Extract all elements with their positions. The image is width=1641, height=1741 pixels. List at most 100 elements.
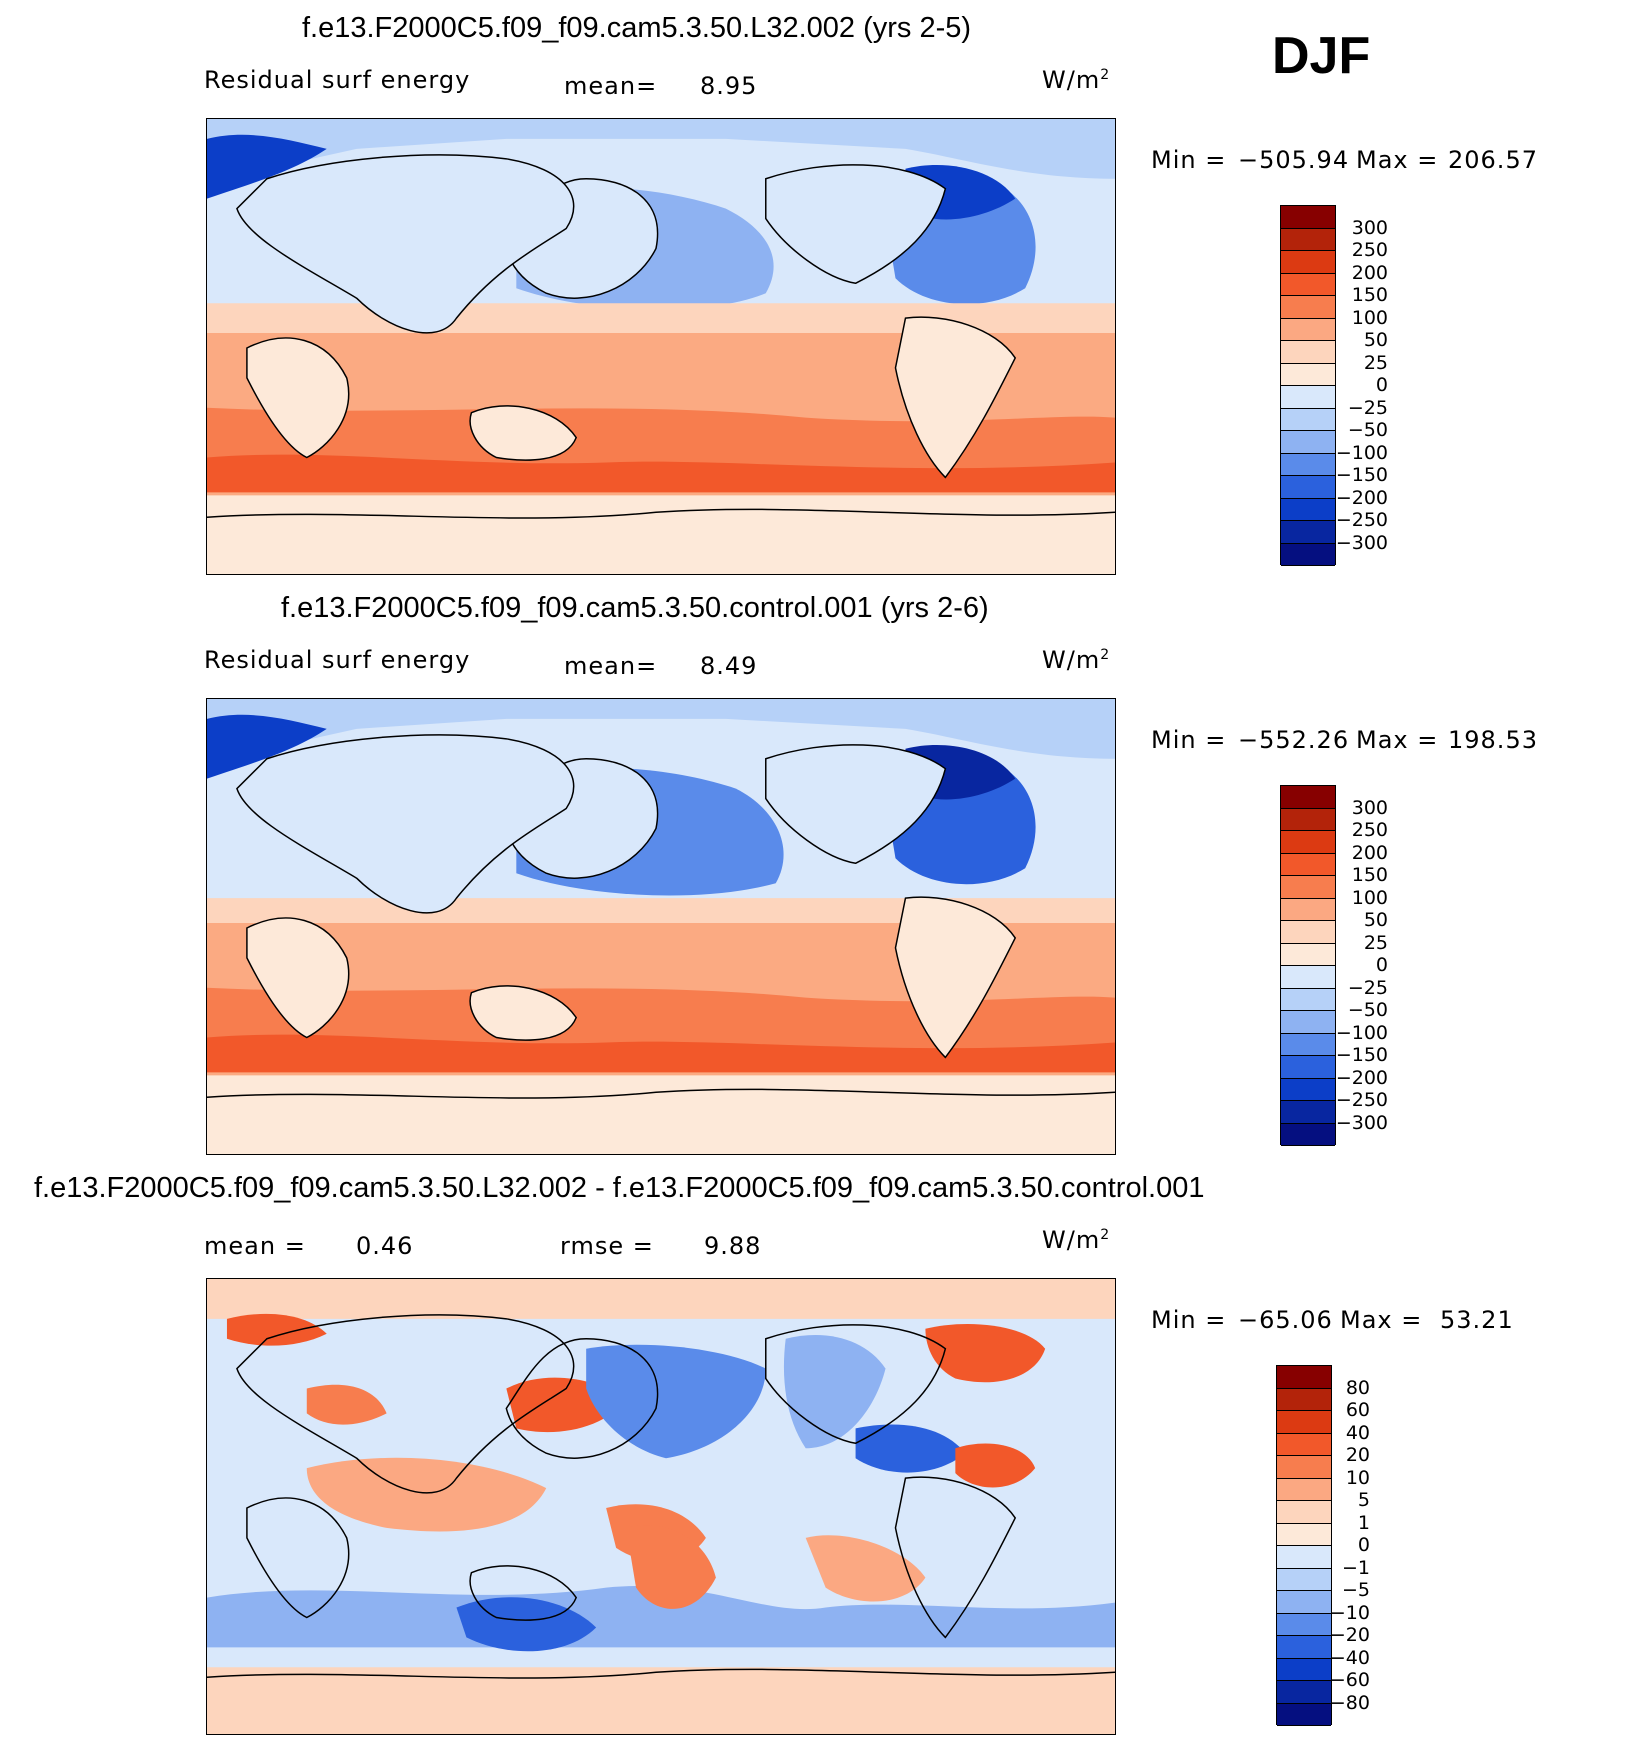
colorbar-segment (1281, 853, 1335, 876)
panel3-title: f.e13.F2000C5.f09_f09.cam5.3.50.L32.002 … (34, 1172, 1205, 1204)
colorbar-label: 1 (1357, 1511, 1370, 1534)
colorbar-segment (1277, 1591, 1331, 1614)
colorbar-label: −25 (1347, 976, 1388, 999)
colorbar-segment (1281, 1056, 1335, 1079)
panel1-max-label: Max = (1356, 146, 1439, 174)
colorbar-segment (1281, 363, 1335, 386)
panel2-units: W/m2 (1042, 646, 1111, 674)
panel3-units: W/m2 (1042, 1226, 1111, 1254)
colorbar-label: −150 (1335, 464, 1388, 486)
panel1-min-label: Min = (1151, 146, 1227, 174)
colorbar-label: 25 (1363, 351, 1388, 374)
colorbar-segment (1281, 1033, 1335, 1056)
colorbar-label: −60 (1329, 1669, 1370, 1691)
panel1-mean-value: 8.95 (700, 72, 758, 100)
colorbar-label: 0 (1357, 1534, 1370, 1556)
colorbar-segment (1281, 453, 1335, 476)
panel1-max-value: 206.57 (1448, 146, 1538, 174)
colorbar-label: 25 (1363, 931, 1388, 954)
panel1-mean-label: mean= (564, 72, 658, 100)
colorbar-segment (1277, 1388, 1331, 1411)
colorbar-label: 150 (1351, 864, 1388, 886)
colorbar-segment (1277, 1681, 1331, 1704)
panel2-min-label: Min = (1151, 726, 1227, 754)
colorbar-segment (1277, 1568, 1331, 1591)
panel3-max-value: 53.21 (1440, 1306, 1514, 1334)
colorbar-segment (1281, 318, 1335, 341)
panel2-map (206, 698, 1116, 1155)
colorbar-segment (1281, 1123, 1335, 1146)
colorbar-label: 50 (1363, 909, 1388, 931)
panel2-max-value: 198.53 (1448, 726, 1538, 754)
panel1-min-value: −505.94 (1238, 146, 1350, 174)
colorbar-segment (1281, 1101, 1335, 1124)
colorbar-segment (1277, 1433, 1331, 1456)
panel3-min-value: −65.06 (1238, 1306, 1333, 1334)
colorbar-segment (1281, 898, 1335, 921)
colorbar-label: −250 (1335, 1089, 1388, 1111)
colorbar-segment (1277, 1523, 1331, 1546)
colorbar-label: −40 (1329, 1646, 1370, 1669)
colorbar-segment (1281, 543, 1335, 566)
colorbar-label: 150 (1351, 284, 1388, 306)
panel2-mean-value: 8.49 (700, 652, 758, 680)
colorbar-segment (1277, 1411, 1331, 1434)
colorbar-label: −50 (1347, 419, 1388, 441)
panel3-map (206, 1278, 1116, 1735)
colorbar-segment (1281, 943, 1335, 966)
colorbar-label: 250 (1351, 819, 1388, 841)
panel3-rmse-label: rmse = (560, 1232, 654, 1260)
colorbar-segment (1281, 273, 1335, 296)
colorbar-label: 20 (1345, 1444, 1370, 1466)
colorbar-label: −250 (1335, 509, 1388, 531)
panel1-variable: Residual surf energy (204, 66, 471, 94)
colorbar-label: −10 (1329, 1601, 1370, 1624)
colorbar-label: 5 (1357, 1489, 1370, 1511)
colorbar-label: 0 (1375, 374, 1388, 396)
colorbar-label: 100 (1351, 306, 1388, 329)
colorbar-segment (1281, 1078, 1335, 1101)
colorbar-label: −80 (1329, 1691, 1370, 1714)
colorbar-label: −50 (1347, 999, 1388, 1021)
colorbar-label: −300 (1335, 531, 1388, 554)
colorbar-label: −1 (1341, 1556, 1370, 1579)
colorbar-label: −100 (1335, 1021, 1388, 1044)
colorbar-segment (1281, 921, 1335, 944)
colorbar-label: 250 (1351, 239, 1388, 261)
panel3-mean-label: mean = (204, 1232, 306, 1260)
colorbar-label: −300 (1335, 1111, 1388, 1134)
panel3-rmse-value: 9.88 (704, 1232, 762, 1260)
colorbar-segment (1281, 521, 1335, 544)
panel2-max-label: Max = (1356, 726, 1439, 754)
colorbar-segment (1277, 1366, 1331, 1389)
colorbar-label: −25 (1347, 396, 1388, 419)
colorbar-label: 60 (1345, 1399, 1370, 1421)
colorbar-segment (1281, 296, 1335, 319)
colorbar-label: −150 (1335, 1044, 1388, 1066)
colorbar-label: −200 (1335, 1066, 1388, 1089)
colorbar-segment (1281, 228, 1335, 251)
colorbar-label: 100 (1351, 886, 1388, 909)
season-label: DJF (1272, 27, 1371, 85)
panel2-variable: Residual surf energy (204, 646, 471, 674)
panel3-max-label: Max = (1340, 1306, 1423, 1334)
colorbar-segment (1281, 1011, 1335, 1034)
panel1-units: W/m2 (1042, 66, 1111, 94)
panel2-min-value: −552.26 (1238, 726, 1350, 754)
panel1-title: f.e13.F2000C5.f09_f09.cam5.3.50.L32.002 … (302, 12, 972, 44)
panel2-title: f.e13.F2000C5.f09_f09.cam5.3.50.control.… (281, 592, 989, 624)
colorbar-segment (1277, 1703, 1331, 1726)
colorbar-segment (1281, 786, 1335, 809)
panel3-min-label: Min = (1151, 1306, 1227, 1334)
colorbar-segment (1281, 966, 1335, 989)
colorbar-label: −5 (1341, 1579, 1370, 1601)
colorbar-segment (1281, 831, 1335, 854)
colorbar-segment (1281, 498, 1335, 521)
colorbar-label: 10 (1345, 1466, 1370, 1489)
colorbar-segment (1277, 1613, 1331, 1636)
colorbar-label: 200 (1351, 841, 1388, 864)
colorbar-segment (1277, 1546, 1331, 1569)
colorbar-segment (1281, 408, 1335, 431)
colorbar-segment (1281, 206, 1335, 229)
panel2-mean-label: mean= (564, 652, 658, 680)
